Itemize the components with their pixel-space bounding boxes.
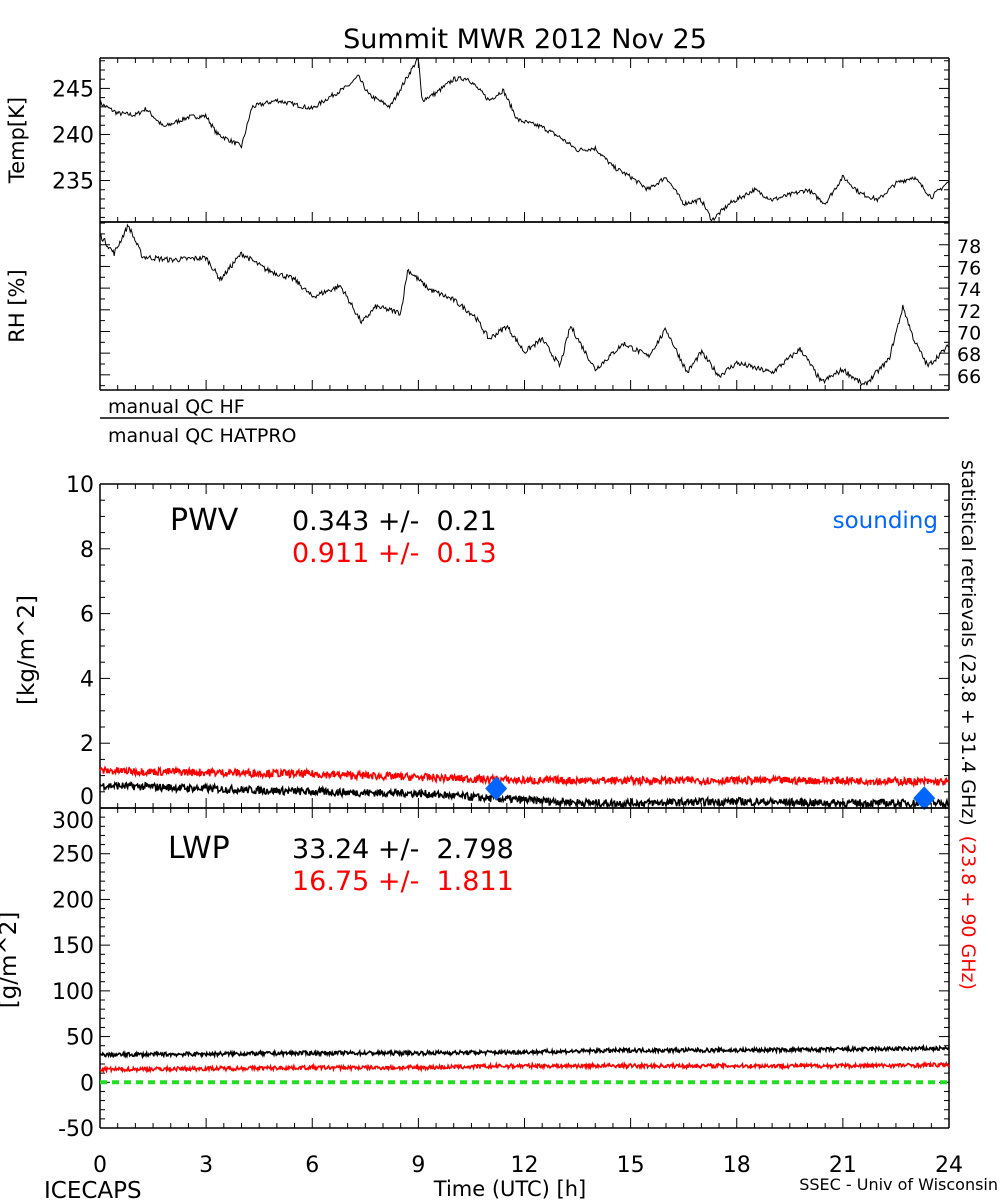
sounding-marker [913,786,936,811]
y-tick-label: 8 [80,538,94,563]
x-tick-label: 9 [411,1153,425,1178]
y-tick-label: 240 [52,123,94,148]
y-tick-label: 76 [957,257,981,279]
right-label-statistical: statistical retrievals (23.8 + 31.4 GHz) [957,460,979,826]
lwp-ylabel: [g/m^2] [0,912,22,1009]
y-tick-label: 200 [52,888,94,913]
x-tick-label: 15 [617,1153,645,1178]
x-axis-label: Time (UTC) [h] [433,1177,586,1200]
x-tick-label: 24 [935,1153,963,1178]
x-tick-label: 0 [93,1153,107,1178]
x-tick-label: 21 [829,1153,857,1178]
y-tick-label: 4 [80,667,94,692]
y-tick-label: 250 [52,843,94,868]
qc-hf-label: manual QC HF [108,396,245,418]
pwv-stat-black: 0.343 +/- 0.21 [292,506,497,537]
y-tick-label: 50 [66,1026,94,1051]
y-tick-label: 2 [80,732,94,757]
lwp-label: LWP [168,831,230,866]
pwv-ylabel: [kg/m^2] [14,595,40,705]
temp-ylabel: Temp[K] [5,97,29,184]
pwv-stat-red: 0.911 +/- 0.13 [292,538,497,569]
y-tick-label: 150 [52,934,94,959]
x-tick-label: 18 [723,1153,751,1178]
sounding-marker [485,776,508,801]
y-tick-label: 70 [957,322,981,344]
y-tick-label: 68 [957,344,981,366]
y-tick-label: 245 [52,77,94,102]
footer-right: SSEC - Univ of Wisconsin [799,1175,998,1194]
y-tick-label: 10 [66,473,94,498]
lwp-stat-black: 33.24 +/- 2.798 [292,834,514,865]
x-tick-label: 3 [199,1153,213,1178]
qc-hatpro-label: manual QC HATPRO [108,425,297,447]
y-tick-label: 6 [80,603,94,628]
series-line-rh-0 [99,223,950,386]
y-tick-label: 0 [80,1071,94,1096]
y-tick-label: 74 [957,279,981,301]
y-tick-label: 78 [957,236,981,258]
footer-left: ICECAPS [44,1178,142,1200]
y-tick-label: -50 [58,1117,94,1142]
y-tick-label: 100 [52,980,94,1005]
sounding-legend: sounding [833,508,938,534]
series-line-temperature-0 [99,57,950,222]
x-tick-label: 6 [305,1153,319,1178]
series-line-lwp-1 [99,1060,950,1074]
lwp-stat-red: 16.75 +/- 1.811 [292,866,514,897]
y-tick-label: 235 [52,170,94,195]
series-line-pwv-1 [99,765,950,789]
y-tick-label: 66 [957,366,981,388]
rh-ylabel: RH [%] [5,269,29,342]
y-tick-label: 0 [80,785,94,810]
series-line-lwp-0 [99,1043,950,1060]
chart-title: Summit MWR 2012 Nov 25 [343,24,707,55]
series-line-pwv-0 [99,780,950,810]
right-label-red: (23.8 + 90 GHz) [957,836,979,990]
y-tick-label: 300 [52,809,94,834]
pwv-label: PWV [170,503,239,538]
x-tick-label: 12 [511,1153,539,1178]
y-tick-label: 72 [957,301,981,323]
